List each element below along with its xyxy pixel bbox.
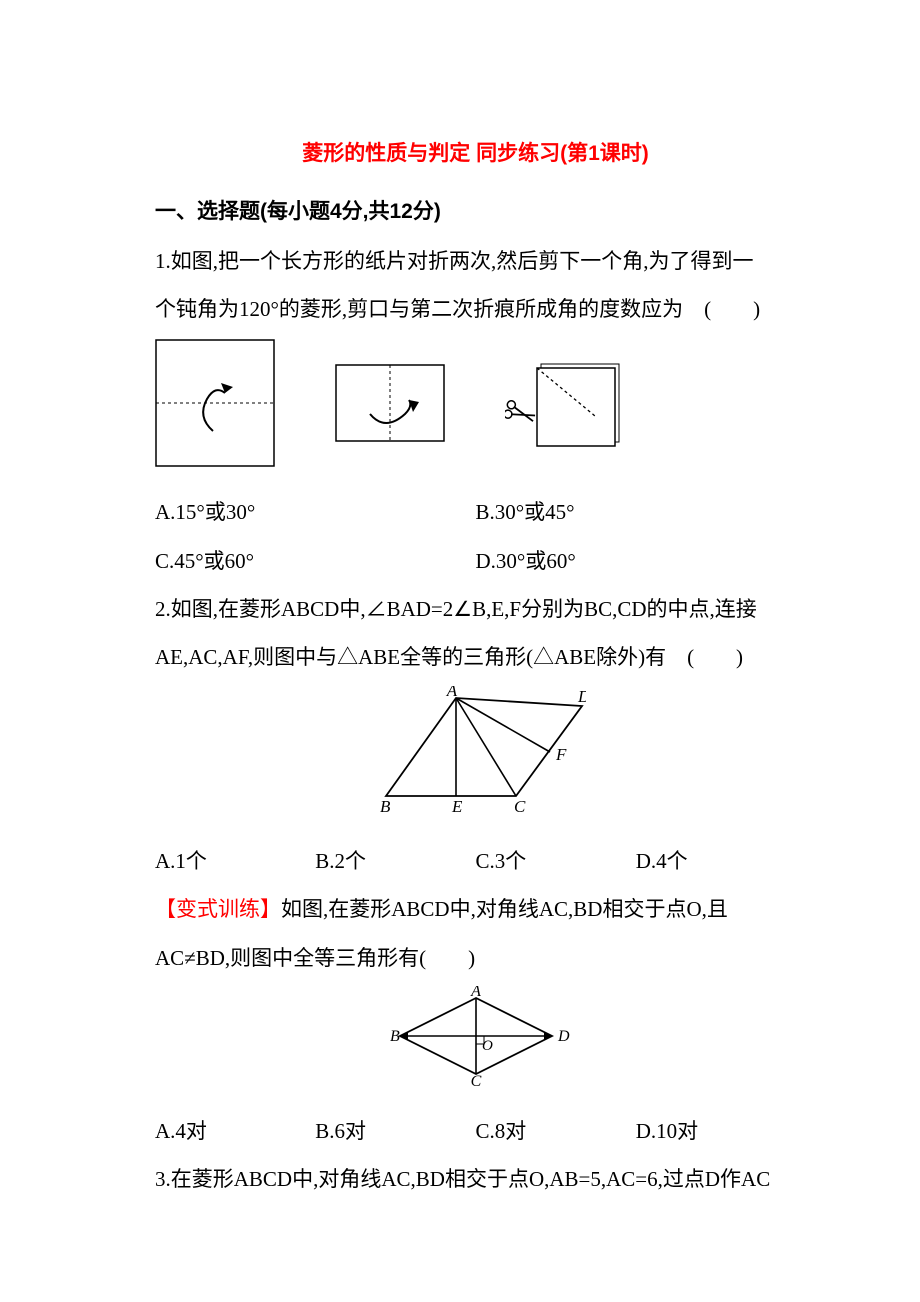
vlabel-D: D (557, 1028, 570, 1045)
section-1-heading: 一、选择题(每小题4分,共12分) (155, 188, 796, 236)
label-F: F (555, 745, 567, 764)
q1-optD: D.30°或60° (476, 537, 797, 585)
variant-optB: B.6对 (315, 1107, 475, 1155)
q2-choices: A.1个 B.2个 C.3个 D.4个 (155, 837, 796, 885)
label-B: B (380, 797, 391, 816)
q1-line1: 1.如图,把一个长方形的纸片对折两次,然后剪下一个角,为了得到一 (155, 237, 796, 285)
vlabel-B: B (390, 1028, 400, 1045)
variant-optA: A.4对 (155, 1107, 315, 1155)
doc-title: 菱形的性质与判定 同步练习(第1课时) (155, 130, 796, 178)
q1-optA: A.15°或30° (155, 488, 476, 536)
variant-choices: A.4对 B.6对 C.8对 D.10对 (155, 1107, 796, 1155)
variant-line2: AC≠BD,则图中全等三角形有( ) (155, 934, 796, 982)
q1-optB: B.30°或45° (476, 488, 797, 536)
q3-line1: 3.在菱形ABCD中,对角线AC,BD相交于点O,AB=5,AC=6,过点D作A… (155, 1155, 796, 1203)
fold-fig-3 (505, 358, 625, 465)
q2-optB: B.2个 (315, 837, 475, 885)
vlabel-A: A (470, 986, 481, 1000)
label-E: E (451, 797, 463, 816)
label-D: D (577, 687, 586, 706)
fold-fig-1 (155, 339, 275, 484)
variant-line1-text: 如图,在菱形ABCD中,对角线AC,BD相交于点O,且 (281, 897, 728, 921)
q2-optC: C.3个 (476, 837, 636, 885)
q2-optA: A.1个 (155, 837, 315, 885)
variant-figure: A B C D O (155, 986, 796, 1103)
variant-tag: 【变式训练】 (155, 897, 281, 921)
label-A: A (445, 686, 457, 700)
variant-line1: 【变式训练】如图,在菱形ABCD中,对角线AC,BD相交于点O,且 (155, 885, 796, 933)
q2-line2: AE,AC,AF,则图中与△ABE全等的三角形(△ABE除外)有 ( ) (155, 633, 796, 681)
fold-fig-2 (335, 364, 445, 459)
variant-optD: D.10对 (636, 1107, 796, 1155)
q2-line1: 2.如图,在菱形ABCD中,∠BAD=2∠B,E,F分别为BC,CD的中点,连接 (155, 585, 796, 633)
q2-optD: D.4个 (636, 837, 796, 885)
q1-figures (155, 339, 796, 484)
variant-optC: C.8对 (476, 1107, 636, 1155)
q2-figure: A B E C D F (155, 686, 796, 833)
vlabel-C: C (470, 1073, 481, 1086)
label-C: C (514, 797, 526, 816)
q1-optC: C.45°或60° (155, 537, 476, 585)
q1-line2: 个钝角为120°的菱形,剪口与第二次折痕所成角的度数应为 ( ) (155, 285, 796, 333)
page: 菱形的性质与判定 同步练习(第1课时) 一、选择题(每小题4分,共12分) 1.… (0, 0, 920, 1302)
q1-choices: A.15°或30° B.30°或45° C.45°或60° D.30°或60° (155, 488, 796, 585)
